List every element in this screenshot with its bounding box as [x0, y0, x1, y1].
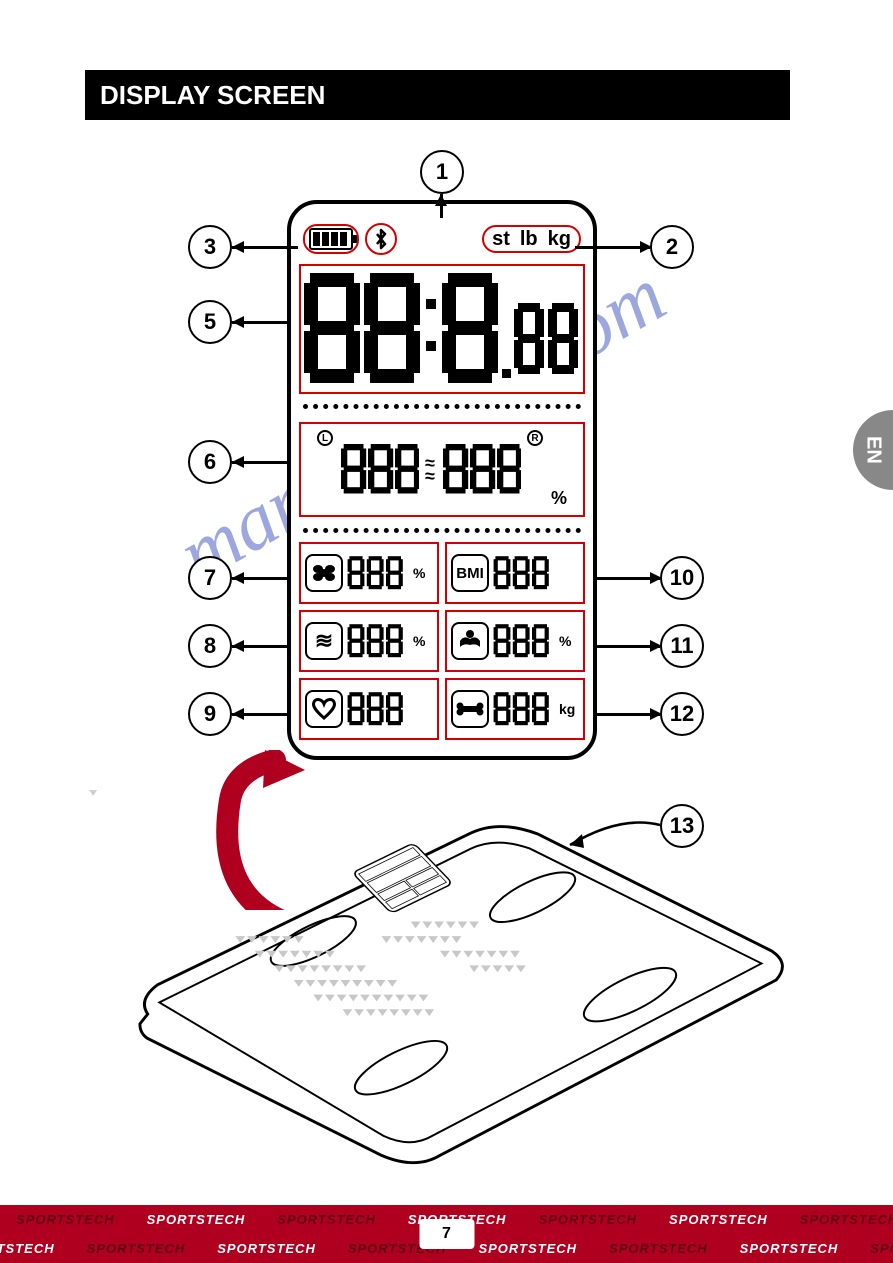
brand-text: SPORTSTECH [71, 1241, 202, 1256]
callout-7: 7 [188, 556, 232, 600]
percent-suffix: % [551, 488, 567, 509]
callout-6: 6 [188, 440, 232, 484]
battery-icon [309, 228, 353, 250]
callout-1: 1 [420, 150, 464, 194]
dotted-separator-2 [303, 528, 581, 533]
language-tab-text: EN [862, 436, 885, 464]
scale-illustration [80, 790, 800, 1170]
water-digits [347, 623, 407, 659]
brand-text: SPORTSTECH [0, 1212, 131, 1227]
units-highlight: st lb kg [482, 225, 581, 253]
callout-9-arrow [232, 708, 244, 720]
main-weight-readout [299, 264, 585, 394]
visceral-fat-icon [305, 554, 343, 592]
bmi-cell: BMI [445, 542, 585, 604]
bmi-digits [493, 555, 553, 591]
brand-text: SPORTSTECH [784, 1212, 893, 1227]
callout-1-arrow [435, 194, 447, 206]
callout-12: 12 [660, 692, 704, 736]
water-cell: ≋ % [299, 610, 439, 672]
bmi-icon: BMI [451, 554, 489, 592]
brand-text: SPORTSTECH [261, 1212, 392, 1227]
wave-icon: ≈≈ [425, 458, 435, 481]
brand-text: SPORTSTECH [0, 1241, 71, 1256]
callout-11-arrow [650, 640, 662, 652]
manual-page: DISPLAY SCREEN EN manualsline.com st lb … [0, 0, 893, 1263]
callout-3: 3 [188, 225, 232, 269]
unit-st: st [492, 228, 510, 251]
callout-8-arrow [232, 640, 244, 652]
water-percent: % [413, 633, 425, 649]
callout-3-arrow [232, 241, 244, 253]
right-digits [441, 440, 521, 500]
callout-2-arrow [640, 241, 652, 253]
unit-kg: kg [548, 228, 571, 251]
section-title: DISPLAY SCREEN [85, 70, 790, 120]
dotted-separator-1 [303, 404, 581, 409]
right-mark: R [527, 430, 543, 446]
brand-text: SPORTSTECH [201, 1241, 332, 1256]
display-panel: st lb kg [287, 200, 597, 760]
bluetooth-icon [368, 226, 394, 252]
muscle-percent: % [559, 633, 571, 649]
brand-text: SPORTSTECH [522, 1212, 653, 1227]
footer-bar: SPORTSTECH SPORTSTECH SPORTSTECH SPORTST… [0, 1205, 893, 1263]
brand-text: SPORTSTECH [462, 1241, 593, 1256]
bone-kg: kg [559, 701, 575, 717]
visceral-percent: % [413, 565, 425, 581]
bone-cell: kg [445, 678, 585, 740]
bone-digits [493, 691, 553, 727]
muscle-digits [493, 623, 553, 659]
muscle-cell: % [445, 610, 585, 672]
callout-10: 10 [660, 556, 704, 600]
brand-text: SPORTSTECH [724, 1241, 855, 1256]
heart-icon [305, 690, 343, 728]
page-number: 7 [419, 1219, 474, 1249]
callout-12-arrow [650, 708, 662, 720]
callout-10-arrow [650, 572, 662, 584]
water-icon: ≋ [305, 622, 343, 660]
callout-8: 8 [188, 624, 232, 668]
heart-digits [347, 691, 407, 727]
callout-5-arrow [232, 316, 244, 328]
left-digits [339, 440, 419, 500]
top-icon-row: st lb kg [303, 222, 581, 256]
callout-7-arrow [232, 572, 244, 584]
muscle-icon [451, 622, 489, 660]
callout-6-arrow [232, 456, 244, 468]
brand-text: SPORTSTECH [593, 1241, 724, 1256]
unit-lb: lb [520, 228, 538, 251]
main-digits-svg [302, 269, 582, 389]
visceral-digits [347, 555, 407, 591]
bone-icon [451, 690, 489, 728]
heart-cell [299, 678, 439, 740]
brand-text: SPORTSTECH [854, 1241, 893, 1256]
section-title-text: DISPLAY SCREEN [100, 80, 325, 111]
metrics-grid: % BMI ≋ % [299, 542, 585, 740]
brand-text: SPORTSTECH [653, 1212, 784, 1227]
segmental-readout: L ≈≈ R % [299, 422, 585, 517]
brand-text: SPORTSTECH [131, 1212, 262, 1227]
callout-5: 5 [188, 300, 232, 344]
battery-highlight [303, 224, 359, 254]
callout-11: 11 [660, 624, 704, 668]
callout-9: 9 [188, 692, 232, 736]
bluetooth-highlight [365, 223, 397, 255]
callout-2: 2 [650, 225, 694, 269]
visceral-fat-cell: % [299, 542, 439, 604]
callout-2-line [575, 246, 650, 249]
language-tab: EN [853, 410, 893, 490]
left-mark: L [317, 430, 333, 446]
